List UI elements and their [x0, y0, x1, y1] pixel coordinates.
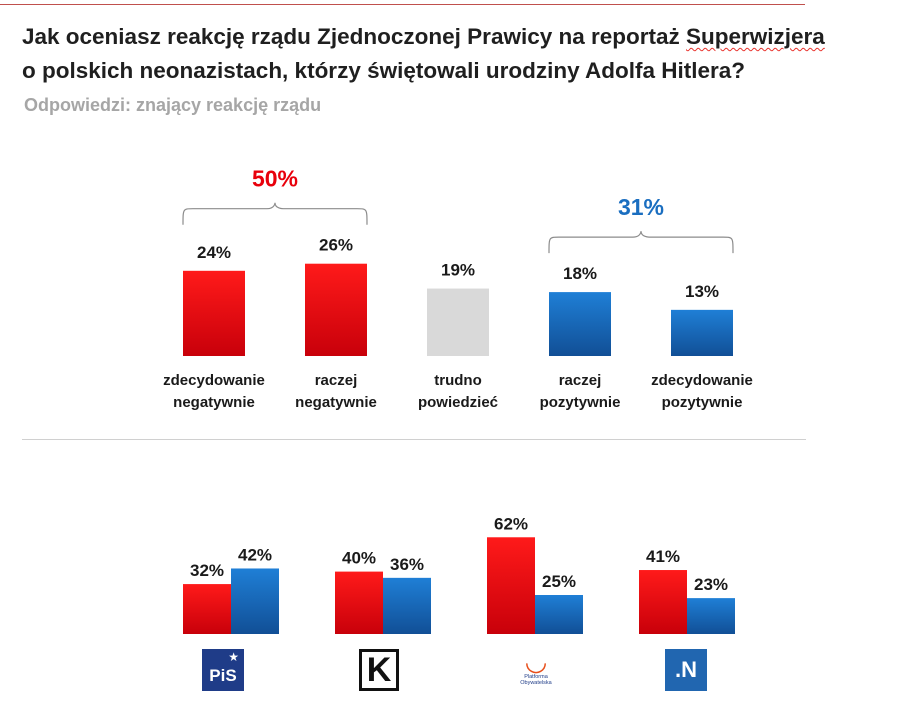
- category-label-5-1: zdecydowanie: [651, 372, 753, 389]
- party-value-label-2-negatywnie: 40%: [342, 549, 376, 568]
- value-label-5: 13%: [685, 282, 719, 301]
- bar-4: [549, 292, 611, 356]
- top-rule: [0, 4, 805, 5]
- group-bracket-2: [548, 231, 734, 254]
- title-line1-text: Jak oceniasz reakcję rządu Zjednoczonej …: [22, 24, 687, 49]
- party-value-label-2-pozytywnie: 36%: [390, 555, 424, 574]
- platforma-logo-icon: ◡ Platforma Obywatelska: [512, 648, 560, 694]
- chart-subtitle: Odpowiedzi: znający reakcję rządu: [24, 95, 322, 115]
- group-bracket-1: [182, 202, 368, 225]
- bar-2: [305, 263, 367, 356]
- category-label-1-1: zdecydowanie: [163, 372, 265, 389]
- party-value-label-4-negatywnie: 41%: [646, 547, 680, 566]
- bar-1: [183, 270, 245, 356]
- party-bar-2-pozytywnie: [383, 577, 431, 634]
- party-value-label-4-pozytywnie: 23%: [694, 575, 728, 594]
- kukiz-logo-text: K: [366, 651, 392, 689]
- value-label-1: 24%: [197, 243, 231, 262]
- category-label-5-2: pozytywnie: [662, 394, 743, 411]
- party-bar-1-negatywnie: [183, 584, 231, 634]
- title-line2-text: o polskich neonazistach, którzy świętowa…: [22, 58, 746, 83]
- party-bar-1-pozytywnie: [231, 568, 279, 634]
- category-label-2-1: raczej: [315, 372, 358, 389]
- category-label-3-1: trudno: [434, 372, 481, 389]
- group-label-1: 50%: [252, 166, 298, 192]
- party-bar-4-pozytywnie: [687, 598, 735, 634]
- group-label-2: 31%: [618, 194, 664, 220]
- category-label-3-2: powiedzieć: [418, 394, 498, 411]
- value-label-4: 18%: [563, 264, 597, 283]
- bar-5: [671, 309, 733, 356]
- category-label-4-1: raczej: [559, 372, 602, 389]
- party-bar-3-pozytywnie: [535, 595, 583, 634]
- party-value-label-1-pozytywnie: 42%: [238, 545, 272, 564]
- section-divider: [22, 439, 806, 440]
- pis-logo-icon: ★ PiS: [202, 649, 244, 691]
- kukiz-logo-icon: K: [359, 649, 399, 691]
- main-bar-chart: 24% zdecydowanie negatywnie 26% raczej negaty…: [163, 166, 753, 411]
- title-superwizjer: Superwizjera: [686, 24, 825, 49]
- chart-title: Jak oceniasz reakcję rządu Zjednoczonej …: [22, 20, 882, 88]
- nowoczesna-logo-icon: .N: [665, 649, 707, 691]
- party-value-label-3-pozytywnie: 25%: [542, 572, 576, 591]
- party-value-label-1-negatywnie: 32%: [190, 561, 224, 580]
- party-bar-2-negatywnie: [335, 571, 383, 634]
- value-label-2: 26%: [319, 236, 353, 255]
- party-bar-3-negatywnie: [487, 537, 535, 634]
- party-bar-4-negatywnie: [639, 570, 687, 634]
- value-label-3: 19%: [441, 261, 475, 280]
- pis-logo-text: PiS: [209, 666, 237, 685]
- platforma-logo-text: Platforma Obywatelska: [520, 674, 552, 687]
- platforma-mark-icon: ◡: [524, 646, 548, 676]
- category-label-4-2: pozytywnie: [540, 394, 621, 411]
- nowoczesna-logo-text: .N: [675, 657, 697, 682]
- category-label-2-2: negatywnie: [295, 394, 377, 411]
- bar-3: [427, 288, 489, 356]
- party-value-label-3-negatywnie: 62%: [494, 514, 528, 533]
- pis-star-icon: ★: [228, 650, 239, 664]
- category-label-1-2: negatywnie: [173, 394, 255, 411]
